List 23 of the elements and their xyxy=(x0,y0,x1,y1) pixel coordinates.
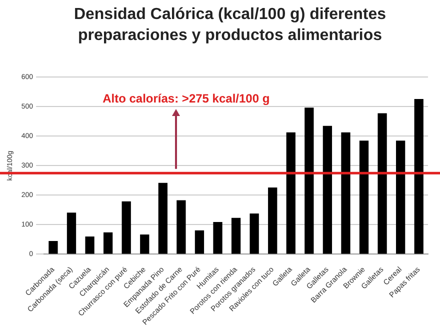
bar xyxy=(48,240,58,254)
bar xyxy=(122,201,131,254)
bar xyxy=(304,108,314,254)
bar xyxy=(268,188,278,254)
chart-title: Densidad Calórica (kcal/100 g) diferentes preparaciones y productos alimentarios xyxy=(72,5,388,46)
bar xyxy=(213,222,222,254)
bar xyxy=(378,113,387,254)
bar xyxy=(359,140,369,254)
bar xyxy=(396,140,406,254)
bar xyxy=(85,236,94,254)
bar xyxy=(103,232,113,254)
bar xyxy=(250,214,259,254)
bar xyxy=(414,99,424,254)
bar xyxy=(66,212,76,254)
bar xyxy=(158,182,168,254)
bar xyxy=(341,132,350,254)
bar xyxy=(140,234,150,254)
bar xyxy=(322,126,332,254)
bar xyxy=(286,132,296,254)
bar xyxy=(194,230,204,254)
ref-line-label: Alto calorías: >275 kcal/100 g xyxy=(102,92,270,106)
bar xyxy=(231,218,241,254)
bar xyxy=(176,200,186,254)
